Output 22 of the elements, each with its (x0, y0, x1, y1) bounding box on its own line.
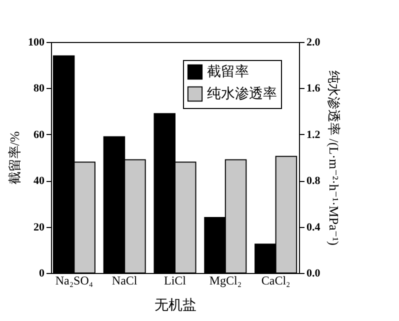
legend-label: 纯水渗透率 (207, 86, 277, 102)
x-tick-label: Na₂SO₄ (55, 274, 94, 288)
y-axis-title: 截留率/% (7, 131, 22, 185)
y-tick-label: 40 (34, 175, 45, 188)
y2-tick-label: 0.0 (306, 268, 321, 280)
y-tick-label: 20 (34, 221, 45, 234)
y2-tick-label: 1.6 (306, 82, 321, 95)
y2-tick-label: 2.0 (306, 36, 321, 48)
x-tick-label: CaCl₂ (261, 274, 290, 288)
y2-axis-title: 纯水渗透率 /(L·m⁻²·h⁻¹·MPa⁻¹) (326, 70, 342, 246)
y-tick-label: 100 (28, 36, 45, 48)
x-tick-label: LiCl (164, 274, 187, 288)
x-tick-label: NaCl (112, 274, 138, 288)
y2-tick-label: 0.8 (306, 175, 321, 188)
legend-label: 截留率 (207, 64, 249, 80)
y-tick-label: 80 (34, 82, 45, 95)
x-tick-label: MgCl₂ (209, 274, 242, 288)
y-tick-label: 0 (39, 268, 45, 280)
y-tick-label: 60 (34, 128, 45, 141)
y2-tick-label: 1.2 (306, 128, 321, 141)
x-axis-title: 无机盐 (154, 298, 196, 314)
y2-tick-label: 0.4 (306, 221, 321, 234)
